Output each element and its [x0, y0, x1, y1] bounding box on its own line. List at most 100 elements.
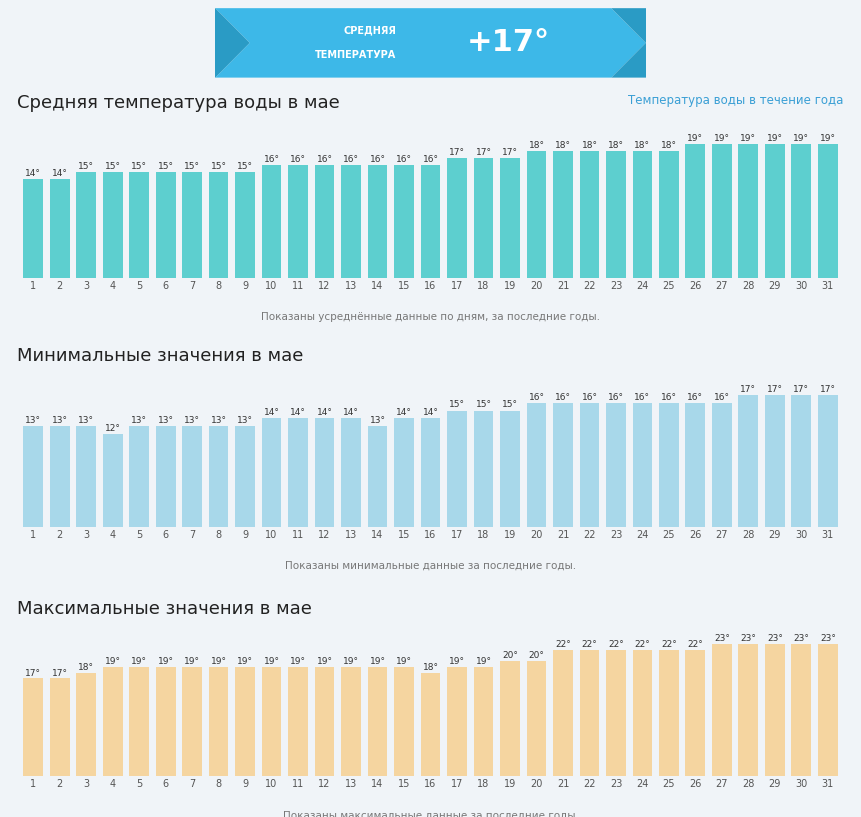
Text: 22°: 22°: [688, 640, 703, 649]
Bar: [102, 434, 122, 527]
Bar: [102, 172, 122, 278]
Bar: [183, 426, 202, 527]
Bar: [102, 667, 122, 776]
Text: 19°: 19°: [263, 657, 280, 666]
Bar: [527, 151, 547, 278]
Text: ТЕМПЕРАТУРА: ТЕМПЕРАТУРА: [315, 51, 396, 60]
Text: 19°: 19°: [317, 657, 332, 666]
Bar: [50, 426, 70, 527]
Text: 17°: 17°: [767, 385, 783, 394]
Bar: [553, 650, 573, 776]
Text: 22°: 22°: [661, 640, 677, 649]
Bar: [818, 395, 838, 527]
Text: 22°: 22°: [581, 640, 598, 649]
Text: 23°: 23°: [714, 634, 730, 643]
Text: Минимальные значения в мае: Минимальные значения в мае: [17, 347, 304, 365]
Text: 16°: 16°: [317, 155, 332, 164]
Text: 18°: 18°: [635, 141, 650, 150]
Text: 13°: 13°: [25, 416, 41, 425]
Bar: [685, 650, 705, 776]
Text: 17°: 17°: [52, 668, 68, 677]
Text: 14°: 14°: [396, 408, 412, 417]
Bar: [633, 151, 653, 278]
Bar: [659, 650, 678, 776]
Text: 22°: 22°: [555, 640, 571, 649]
Bar: [156, 426, 176, 527]
Bar: [474, 411, 493, 527]
Bar: [235, 426, 255, 527]
Bar: [739, 395, 759, 527]
Text: 13°: 13°: [131, 416, 147, 425]
Bar: [420, 672, 441, 776]
Text: 18°: 18°: [529, 141, 544, 150]
Text: 19°: 19°: [131, 657, 147, 666]
Bar: [659, 151, 678, 278]
Bar: [712, 644, 732, 776]
Text: 14°: 14°: [25, 169, 41, 178]
Text: 16°: 16°: [423, 155, 438, 164]
Text: Средняя температура воды в мае: Средняя температура воды в мае: [17, 94, 340, 112]
Text: 19°: 19°: [369, 657, 386, 666]
Text: 16°: 16°: [661, 393, 677, 402]
Text: 19°: 19°: [820, 134, 836, 143]
Text: 16°: 16°: [290, 155, 306, 164]
Text: 19°: 19°: [740, 134, 757, 143]
Bar: [50, 179, 70, 278]
Bar: [23, 678, 43, 776]
Text: 17°: 17°: [502, 148, 518, 157]
Bar: [579, 403, 599, 527]
Text: 15°: 15°: [502, 400, 518, 409]
Bar: [447, 667, 467, 776]
Text: 13°: 13°: [237, 416, 253, 425]
Bar: [579, 650, 599, 776]
Text: 19°: 19°: [211, 657, 226, 666]
Text: 14°: 14°: [423, 408, 438, 417]
Bar: [500, 158, 520, 278]
Bar: [500, 661, 520, 776]
Bar: [739, 144, 759, 278]
Bar: [606, 650, 626, 776]
Bar: [208, 426, 228, 527]
Bar: [685, 403, 705, 527]
Bar: [314, 418, 334, 527]
Text: 16°: 16°: [396, 155, 412, 164]
Text: 19°: 19°: [449, 657, 465, 666]
Text: 18°: 18°: [661, 141, 677, 150]
Bar: [262, 418, 282, 527]
Bar: [553, 403, 573, 527]
Text: 22°: 22°: [608, 640, 624, 649]
Bar: [23, 179, 43, 278]
Bar: [341, 418, 361, 527]
Text: 14°: 14°: [52, 169, 67, 178]
Text: 19°: 19°: [714, 134, 730, 143]
Text: Температура воды в течение года: Температура воды в течение года: [629, 94, 844, 107]
Text: 19°: 19°: [767, 134, 783, 143]
Bar: [606, 403, 626, 527]
Text: 19°: 19°: [184, 657, 200, 666]
Text: 15°: 15°: [78, 162, 94, 171]
Bar: [156, 667, 176, 776]
Text: 17°: 17°: [793, 385, 809, 394]
Text: 16°: 16°: [343, 155, 359, 164]
Text: 16°: 16°: [555, 393, 571, 402]
Bar: [791, 144, 811, 278]
Text: Показаны усреднённые данные по дням, за последние годы.: Показаны усреднённые данные по дням, за …: [261, 312, 600, 322]
Bar: [50, 678, 70, 776]
Text: 20°: 20°: [502, 651, 518, 660]
Text: 14°: 14°: [343, 408, 359, 417]
Bar: [791, 395, 811, 527]
Bar: [156, 172, 176, 278]
Bar: [527, 661, 547, 776]
Bar: [685, 144, 705, 278]
Text: 16°: 16°: [369, 155, 386, 164]
Bar: [606, 151, 626, 278]
Text: 17°: 17°: [449, 148, 465, 157]
Bar: [288, 165, 308, 278]
Bar: [183, 172, 202, 278]
Bar: [659, 403, 678, 527]
Text: 19°: 19°: [793, 134, 809, 143]
Bar: [553, 151, 573, 278]
Text: 15°: 15°: [104, 162, 121, 171]
Text: 14°: 14°: [317, 408, 332, 417]
Bar: [368, 165, 387, 278]
